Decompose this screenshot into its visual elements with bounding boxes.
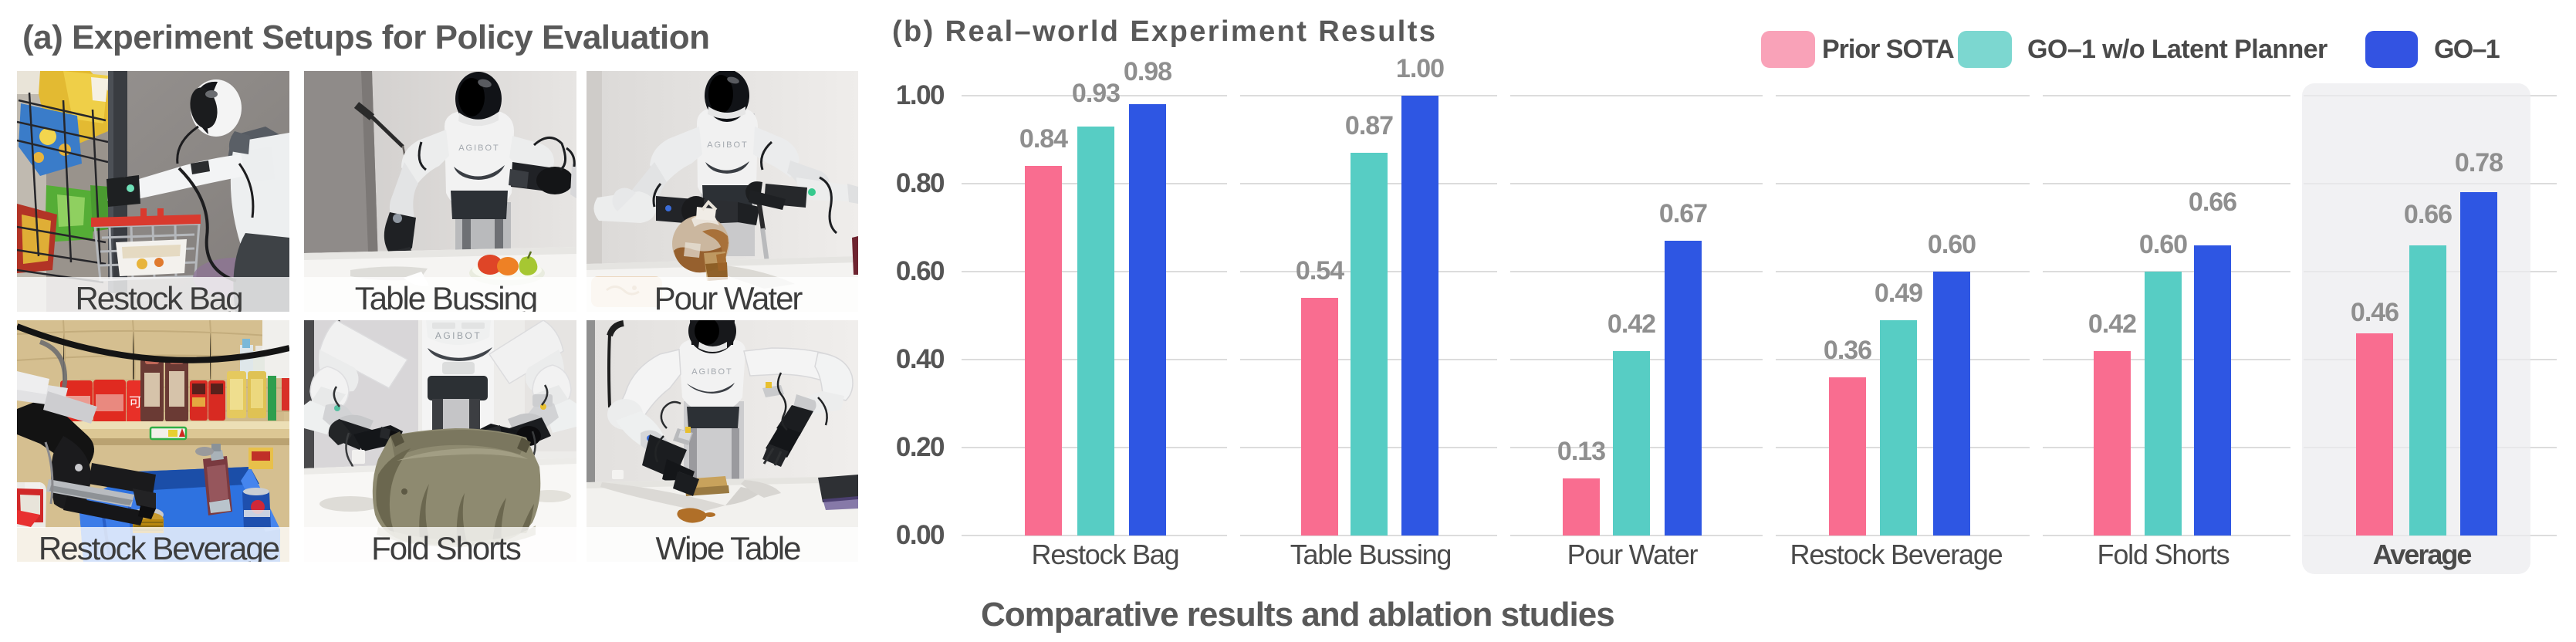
svg-text:AGIBOT: AGIBOT: [707, 140, 749, 150]
svg-text:AGIBOT: AGIBOT: [435, 330, 482, 341]
svg-text:AGIBOT: AGIBOT: [458, 144, 500, 153]
svg-text:AGIBOT: AGIBOT: [691, 367, 733, 377]
